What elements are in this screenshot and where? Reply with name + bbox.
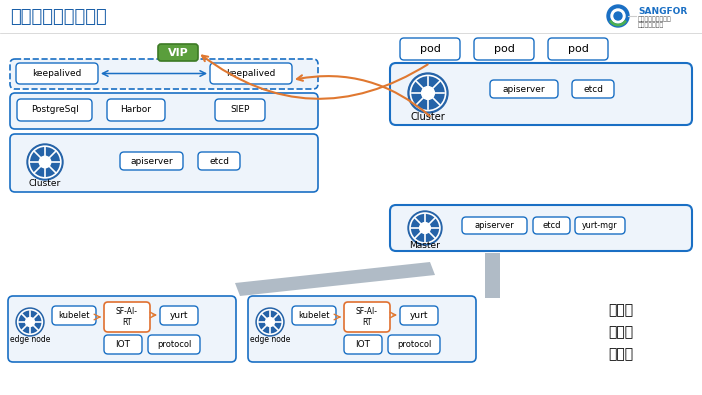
Text: pod: pod <box>567 44 588 54</box>
Text: edge node: edge node <box>10 335 50 344</box>
FancyBboxPatch shape <box>474 38 534 60</box>
FancyBboxPatch shape <box>388 335 440 354</box>
Text: keepalived: keepalived <box>226 69 276 78</box>
Text: 云原生: 云原生 <box>608 303 633 317</box>
FancyBboxPatch shape <box>215 99 265 121</box>
FancyBboxPatch shape <box>248 296 476 362</box>
FancyBboxPatch shape <box>10 93 318 129</box>
Text: apiserver: apiserver <box>130 156 173 166</box>
Circle shape <box>422 87 435 100</box>
Circle shape <box>39 156 51 168</box>
Text: Master: Master <box>409 241 440 250</box>
Text: 多集群: 多集群 <box>608 325 633 339</box>
FancyBboxPatch shape <box>344 335 382 354</box>
FancyBboxPatch shape <box>160 306 198 325</box>
Circle shape <box>16 308 44 336</box>
Text: protocol: protocol <box>157 340 191 349</box>
FancyBboxPatch shape <box>400 38 460 60</box>
FancyBboxPatch shape <box>148 335 200 354</box>
Text: kubelet: kubelet <box>298 311 330 320</box>
FancyBboxPatch shape <box>572 80 614 98</box>
Text: Cluster: Cluster <box>29 179 61 188</box>
Text: Cluster: Cluster <box>411 112 445 122</box>
Text: apiserver: apiserver <box>503 85 545 94</box>
Text: yurt-mgr: yurt-mgr <box>582 221 618 230</box>
FancyBboxPatch shape <box>10 134 318 192</box>
FancyBboxPatch shape <box>198 152 240 170</box>
Text: etcd: etcd <box>542 221 561 230</box>
FancyBboxPatch shape <box>8 296 236 362</box>
Circle shape <box>408 73 448 113</box>
Text: VIP: VIP <box>168 47 188 58</box>
FancyBboxPatch shape <box>490 80 558 98</box>
Polygon shape <box>485 253 500 298</box>
FancyBboxPatch shape <box>390 205 692 251</box>
FancyBboxPatch shape <box>17 99 92 121</box>
FancyBboxPatch shape <box>390 63 692 125</box>
Text: IOT: IOT <box>116 340 131 349</box>
Circle shape <box>611 9 625 23</box>
Text: apiserver: apiserver <box>475 221 515 230</box>
Text: edge node: edge node <box>250 335 290 344</box>
Circle shape <box>408 211 442 245</box>
FancyBboxPatch shape <box>120 152 183 170</box>
Circle shape <box>27 144 63 180</box>
FancyBboxPatch shape <box>400 306 438 325</box>
Text: pod: pod <box>420 44 440 54</box>
FancyBboxPatch shape <box>107 99 165 121</box>
Circle shape <box>25 318 34 327</box>
Text: keepalived: keepalived <box>32 69 81 78</box>
Text: 多租户: 多租户 <box>608 347 633 361</box>
Text: SF-AI-
RT: SF-AI- RT <box>356 307 378 327</box>
Text: 深信服边缘计算架构: 深信服边缘计算架构 <box>10 8 107 26</box>
Text: 让每个用户的数字化: 让每个用户的数字化 <box>638 16 672 22</box>
Circle shape <box>265 318 274 327</box>
FancyBboxPatch shape <box>104 302 150 332</box>
Text: etcd: etcd <box>583 85 603 94</box>
Text: yurt: yurt <box>170 311 188 320</box>
FancyBboxPatch shape <box>210 63 292 84</box>
FancyBboxPatch shape <box>158 44 198 61</box>
FancyBboxPatch shape <box>104 335 142 354</box>
Text: Harbor: Harbor <box>121 105 152 115</box>
Text: kubelet: kubelet <box>58 311 90 320</box>
Circle shape <box>420 222 430 233</box>
Text: etcd: etcd <box>209 156 229 166</box>
FancyBboxPatch shape <box>533 217 570 234</box>
Circle shape <box>256 308 284 336</box>
FancyBboxPatch shape <box>548 38 608 60</box>
Text: SIEP: SIEP <box>230 105 250 115</box>
FancyBboxPatch shape <box>462 217 527 234</box>
Text: PostgreSql: PostgreSql <box>31 105 79 115</box>
Circle shape <box>607 5 629 27</box>
Text: 更简单、更安全: 更简单、更安全 <box>638 22 664 28</box>
Text: IOT: IOT <box>355 340 371 349</box>
FancyBboxPatch shape <box>52 306 96 325</box>
Circle shape <box>614 12 622 20</box>
Text: yurt: yurt <box>410 311 428 320</box>
FancyBboxPatch shape <box>16 63 98 84</box>
Text: protocol: protocol <box>397 340 431 349</box>
FancyBboxPatch shape <box>292 306 336 325</box>
Text: pod: pod <box>494 44 515 54</box>
FancyBboxPatch shape <box>575 217 625 234</box>
FancyBboxPatch shape <box>344 302 390 332</box>
FancyBboxPatch shape <box>10 59 318 89</box>
Text: SF-AI-
RT: SF-AI- RT <box>116 307 138 327</box>
Polygon shape <box>235 262 435 296</box>
Text: SANGFOR: SANGFOR <box>638 8 687 17</box>
